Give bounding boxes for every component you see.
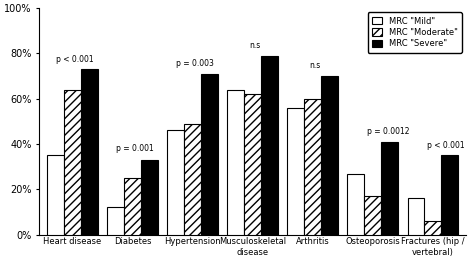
Text: n.s: n.s bbox=[250, 41, 261, 50]
Bar bbox=[107, 207, 124, 235]
Bar bbox=[424, 221, 441, 235]
Legend: MRC "Mild", MRC "Moderate", MRC "Severe": MRC "Mild", MRC "Moderate", MRC "Severe" bbox=[368, 12, 462, 53]
Bar bbox=[441, 155, 458, 235]
Bar bbox=[184, 124, 201, 235]
Bar bbox=[124, 178, 141, 235]
Bar bbox=[408, 198, 424, 235]
Bar bbox=[167, 130, 184, 235]
Text: p = 0.0012: p = 0.0012 bbox=[367, 127, 409, 136]
Bar bbox=[201, 74, 218, 235]
Bar bbox=[365, 196, 381, 235]
Bar bbox=[244, 94, 261, 235]
Bar bbox=[304, 99, 321, 235]
Bar bbox=[381, 142, 398, 235]
Text: p = 0.001: p = 0.001 bbox=[116, 144, 154, 153]
Text: p = 0.003: p = 0.003 bbox=[176, 59, 214, 68]
Text: p < 0.001: p < 0.001 bbox=[55, 55, 93, 64]
Bar bbox=[47, 155, 64, 235]
Bar bbox=[347, 174, 365, 235]
Bar bbox=[287, 108, 304, 235]
Text: p < 0.001: p < 0.001 bbox=[427, 141, 465, 150]
Bar bbox=[141, 160, 158, 235]
Text: n.s: n.s bbox=[310, 61, 321, 70]
Bar bbox=[64, 90, 81, 235]
Bar bbox=[321, 76, 338, 235]
Bar bbox=[228, 90, 244, 235]
Bar bbox=[261, 56, 278, 235]
Bar bbox=[81, 69, 98, 235]
